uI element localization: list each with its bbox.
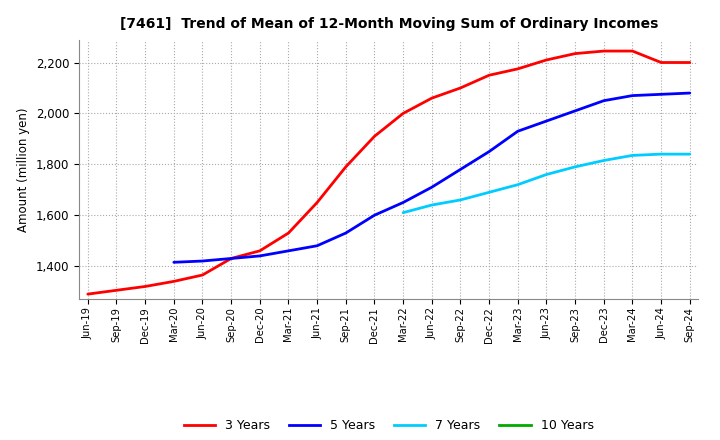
Line: 5 Years: 5 Years (174, 93, 690, 262)
Y-axis label: Amount (million yen): Amount (million yen) (17, 107, 30, 231)
5 Years (370, 213, 379, 218)
5 Years (485, 149, 493, 154)
7 Years (685, 151, 694, 157)
Title: [7461]  Trend of Mean of 12-Month Moving Sum of Ordinary Incomes: [7461] Trend of Mean of 12-Month Moving … (120, 18, 658, 32)
5 Years (657, 92, 665, 97)
3 Years (657, 60, 665, 65)
7 Years (456, 197, 465, 202)
Line: 7 Years: 7 Years (403, 154, 690, 213)
7 Years (513, 182, 522, 187)
3 Years (370, 134, 379, 139)
5 Years (284, 248, 293, 253)
3 Years (84, 291, 92, 297)
3 Years (312, 200, 321, 205)
3 Years (284, 231, 293, 236)
5 Years (513, 128, 522, 134)
3 Years (399, 111, 408, 116)
3 Years (169, 279, 178, 284)
3 Years (628, 48, 636, 54)
5 Years (312, 243, 321, 249)
7 Years (657, 151, 665, 157)
5 Years (227, 256, 235, 261)
7 Years (628, 153, 636, 158)
3 Years (571, 51, 580, 56)
5 Years (399, 200, 408, 205)
7 Years (600, 158, 608, 163)
3 Years (112, 288, 121, 293)
3 Years (256, 248, 264, 253)
5 Years (456, 167, 465, 172)
5 Years (256, 253, 264, 259)
3 Years (485, 73, 493, 78)
3 Years (227, 256, 235, 261)
5 Years (428, 184, 436, 190)
5 Years (542, 118, 551, 124)
5 Years (169, 260, 178, 265)
3 Years (456, 85, 465, 91)
3 Years (198, 272, 207, 278)
3 Years (341, 164, 350, 169)
5 Years (571, 108, 580, 114)
7 Years (571, 164, 580, 169)
3 Years (685, 60, 694, 65)
7 Years (399, 210, 408, 215)
5 Years (198, 258, 207, 264)
Legend: 3 Years, 5 Years, 7 Years, 10 Years: 3 Years, 5 Years, 7 Years, 10 Years (179, 414, 598, 437)
3 Years (600, 48, 608, 54)
3 Years (542, 57, 551, 62)
3 Years (513, 66, 522, 72)
3 Years (428, 95, 436, 101)
5 Years (628, 93, 636, 98)
Line: 3 Years: 3 Years (88, 51, 690, 294)
5 Years (341, 231, 350, 236)
7 Years (542, 172, 551, 177)
7 Years (485, 190, 493, 195)
5 Years (600, 98, 608, 103)
7 Years (428, 202, 436, 208)
5 Years (685, 90, 694, 95)
3 Years (141, 284, 150, 289)
